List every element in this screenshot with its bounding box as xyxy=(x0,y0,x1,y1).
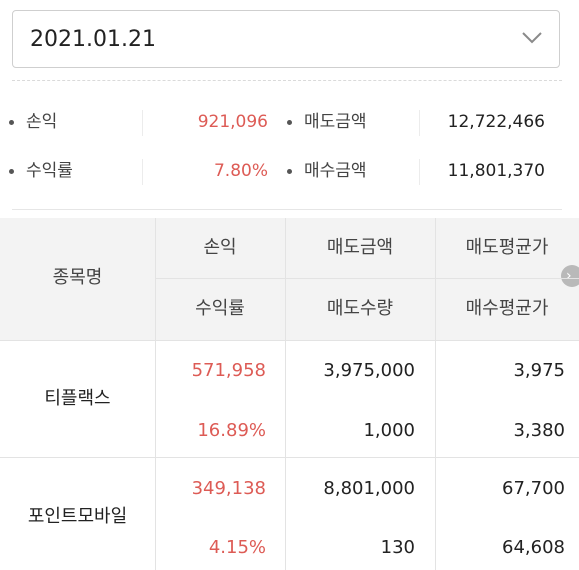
header-return-rate: 수익률 xyxy=(195,298,245,319)
header-name: 종목명 xyxy=(52,267,103,288)
header-profit: 손익 xyxy=(203,237,237,258)
return-rate-value: 4.15% xyxy=(208,537,266,558)
trade-table: 종목명 손익 수익률 매도금액 매도수량 매도평균가 매수평균가 › 티플랙스 … xyxy=(0,218,579,570)
divider xyxy=(419,110,420,136)
stock-name: 티플랙스 xyxy=(44,388,111,409)
header-sell-qty: 매도수량 xyxy=(326,298,394,319)
divider xyxy=(155,278,579,279)
date-select-value: 2021.01.21 xyxy=(30,27,156,52)
header-sell-avg: 매도평균가 xyxy=(465,237,549,258)
header-sell-amount: 매도금액 xyxy=(326,237,394,258)
divider xyxy=(142,159,143,185)
profit-value: 349,138 xyxy=(191,478,266,499)
divider xyxy=(12,80,562,81)
return-value: 7.80% xyxy=(213,161,268,181)
divider xyxy=(419,159,420,185)
divider xyxy=(0,457,579,458)
buy-amount-value: 11,801,370 xyxy=(447,161,545,181)
divider xyxy=(142,110,143,136)
profit-label: 손익 xyxy=(26,112,58,132)
sell-avg-value: 67,700 xyxy=(502,478,565,499)
bullet-icon xyxy=(287,169,292,174)
divider xyxy=(12,209,562,210)
divider xyxy=(155,218,156,570)
buy-amount-label: 매수금액 xyxy=(304,161,367,181)
buy-avg-value: 64,608 xyxy=(502,537,565,558)
bullet-icon xyxy=(9,169,14,174)
bullet-icon xyxy=(9,120,14,125)
profit-value: 571,958 xyxy=(191,360,266,381)
divider xyxy=(0,340,579,341)
divider xyxy=(285,218,286,570)
divider xyxy=(435,218,436,570)
bullet-icon xyxy=(287,120,292,125)
return-rate-value: 16.89% xyxy=(197,420,266,441)
sell-amount-value: 12,722,466 xyxy=(447,112,545,132)
sell-amount-value: 3,975,000 xyxy=(323,360,415,381)
sell-qty-value: 1,000 xyxy=(363,420,415,441)
return-label: 수익률 xyxy=(26,161,73,181)
buy-avg-value: 3,380 xyxy=(513,420,565,441)
chevron-down-icon xyxy=(522,32,542,44)
sell-avg-value: 3,975 xyxy=(513,360,565,381)
table-header xyxy=(0,218,579,340)
sell-amount-label: 매도금액 xyxy=(304,112,367,132)
header-buy-avg: 매수평균가 xyxy=(465,298,549,319)
stock-name: 포인트모바일 xyxy=(27,506,128,527)
chevron-right-icon[interactable]: › xyxy=(561,265,579,287)
date-select[interactable]: 2021.01.21 xyxy=(12,10,560,68)
sell-amount-value: 8,801,000 xyxy=(323,478,415,499)
profit-value: 921,096 xyxy=(197,112,268,132)
sell-qty-value: 130 xyxy=(380,537,415,558)
